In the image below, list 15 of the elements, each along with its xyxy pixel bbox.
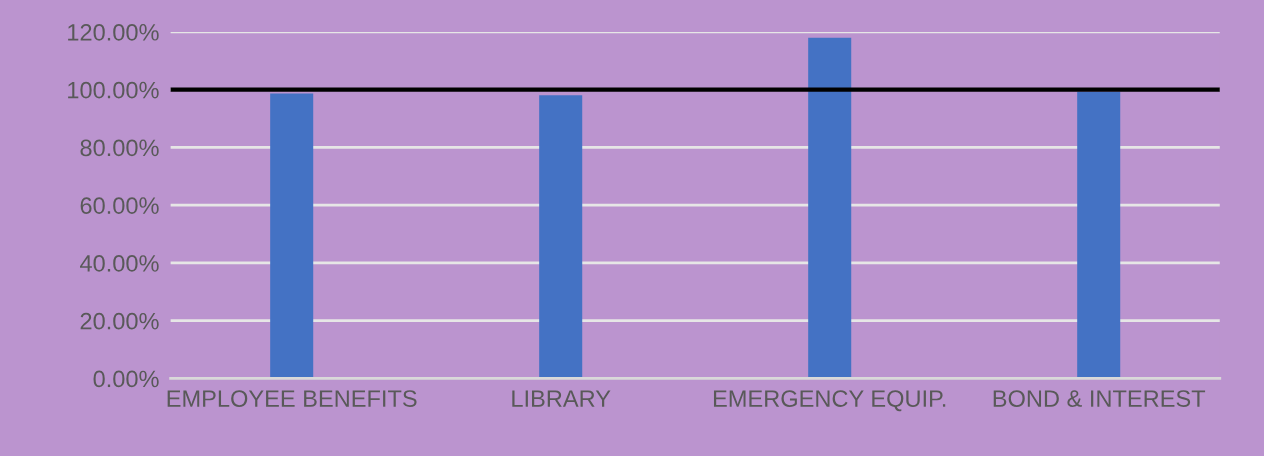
x-tick-label: BOND & INTEREST xyxy=(993,390,1206,407)
y-tick-label: 100.00% xyxy=(68,81,159,99)
bar xyxy=(1077,91,1121,379)
x-tick-label: LIBRARY xyxy=(512,390,611,407)
y-tick-label: 20.00% xyxy=(80,312,159,330)
bar xyxy=(539,95,583,379)
x-tick-label: EMERGENCY EQUIP. xyxy=(713,390,946,412)
y-tick-label: 0.00% xyxy=(93,370,159,388)
x-tick-label: EMPLOYEE BENEFITS xyxy=(167,390,417,407)
bar xyxy=(808,37,852,379)
y-tick-label: 80.00% xyxy=(80,139,159,157)
bar xyxy=(270,93,314,379)
y-tick-label: 60.00% xyxy=(80,197,159,214)
y-tick-label: 40.00% xyxy=(80,255,159,272)
y-tick-label: 120.00% xyxy=(68,23,159,41)
